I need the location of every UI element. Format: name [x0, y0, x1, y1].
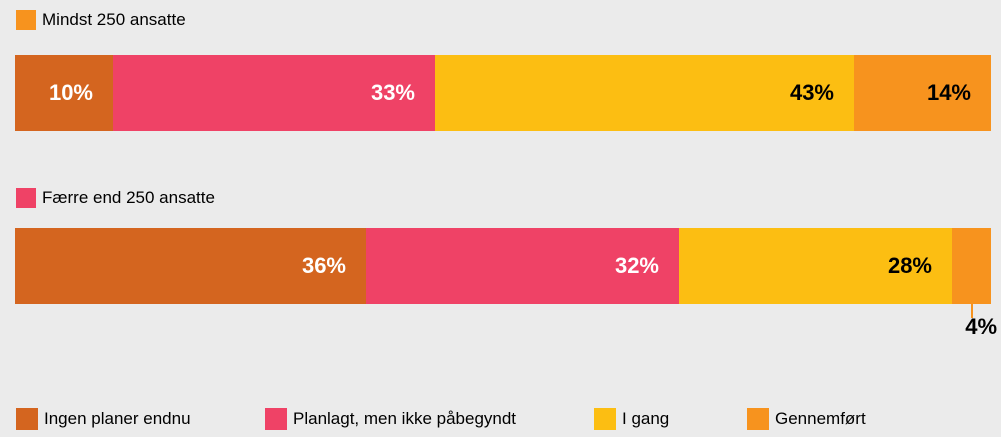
bar-segment — [679, 228, 952, 304]
group-header-1: Færre end 250 ansatte — [16, 188, 215, 208]
legend-item: Planlagt, men ikke påbegyndt — [265, 408, 516, 430]
leader-tick — [970, 304, 973, 318]
bar-segment — [435, 55, 854, 131]
legend-item: Gennemført — [747, 408, 866, 430]
bar-segment — [366, 228, 679, 304]
stacked-bar-1: 36% 32% 28% — [15, 228, 991, 304]
bar-segment — [15, 228, 366, 304]
stacked-bar-0: 10% 33% 43% 14% — [15, 55, 991, 131]
data-label: 33% — [370, 80, 415, 105]
legend-label: Ingen planer endnu — [44, 409, 191, 428]
legend-label: Gennemført — [775, 409, 866, 428]
bar-segment — [854, 55, 991, 131]
legend-label: I gang — [622, 409, 670, 428]
legend-label: Planlagt, men ikke påbegyndt — [293, 409, 517, 428]
group-label: Færre end 250 ansatte — [42, 188, 215, 207]
data-label: 10% — [48, 80, 93, 105]
data-label: 4% — [965, 314, 997, 339]
bar-segment — [113, 55, 435, 131]
bar-segment — [15, 55, 113, 131]
group-swatch — [16, 10, 36, 30]
group-swatch — [16, 188, 36, 208]
group-header-0: Mindst 250 ansatte — [16, 10, 186, 30]
legend-item: Ingen planer endnu — [16, 408, 191, 430]
group-label: Mindst 250 ansatte — [42, 10, 186, 29]
legend-swatch — [747, 408, 769, 430]
legend-item: I gang — [594, 408, 669, 430]
data-label: 28% — [887, 253, 932, 278]
legend-swatch — [265, 408, 287, 430]
legend-swatch — [594, 408, 616, 430]
data-label: 36% — [301, 253, 346, 278]
data-label: 14% — [926, 80, 971, 105]
bar-segment — [952, 228, 991, 304]
legend-swatch — [16, 408, 38, 430]
data-label: 43% — [789, 80, 834, 105]
data-label: 32% — [614, 253, 659, 278]
